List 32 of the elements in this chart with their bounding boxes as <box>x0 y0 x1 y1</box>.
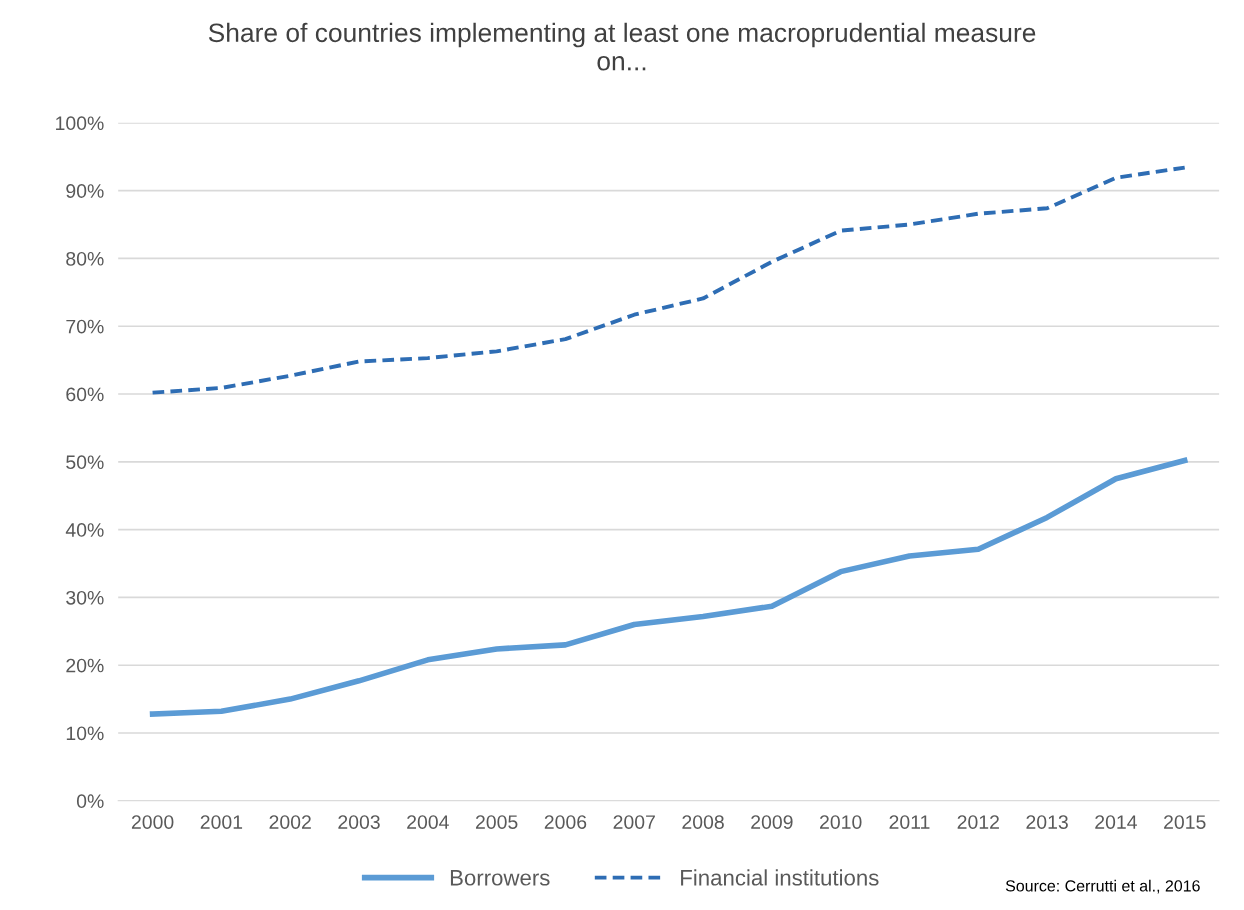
y-tick-label: 50% <box>66 455 104 470</box>
y-tick-label: 40% <box>65 523 104 537</box>
line-series <box>150 165 1187 395</box>
x-tick-label: 2007 <box>613 815 655 829</box>
x-tick-label: 2005 <box>475 815 518 829</box>
y-tick-label: 20% <box>66 658 104 673</box>
x-tick-label: 2006 <box>544 815 587 829</box>
y-tick-label: 0% <box>76 794 104 809</box>
y-tick-label: 30% <box>66 590 104 605</box>
x-tick-label: 2013 <box>1026 815 1068 829</box>
x-tick-label: 2008 <box>682 815 724 829</box>
x-tick-label: 2004 <box>407 815 449 829</box>
source-note: Source: Cerrutti et al., 2016 <box>1005 879 1200 894</box>
x-tick-label: 2011 <box>889 815 930 829</box>
y-tick-label: 100% <box>56 116 104 131</box>
x-tick-label: 2012 <box>957 815 999 829</box>
x-tick-label: 2003 <box>338 815 380 829</box>
y-tick-label: 60% <box>66 387 104 402</box>
x-tick-label: 2002 <box>269 815 311 829</box>
x-tick-label: 2014 <box>1095 815 1137 829</box>
x-tick-label: 2009 <box>751 815 793 829</box>
y-tick-label: 90% <box>66 184 104 198</box>
x-tick-label: 2000 <box>131 815 174 829</box>
legend-label: Borrowers <box>450 870 550 886</box>
y-tick-label: 10% <box>66 726 104 741</box>
legend-label: Financial institutions <box>681 869 879 886</box>
x-tick-label: 2001 <box>200 815 243 829</box>
y-tick-label: 70% <box>66 319 104 334</box>
y-tick-label: 80% <box>66 251 104 266</box>
x-tick-label: 2015 <box>1164 815 1206 829</box>
chart-title: Share of countries implementing at least one macroprudential measure on... <box>208 22 1036 71</box>
x-tick-label: 2010 <box>820 815 862 829</box>
